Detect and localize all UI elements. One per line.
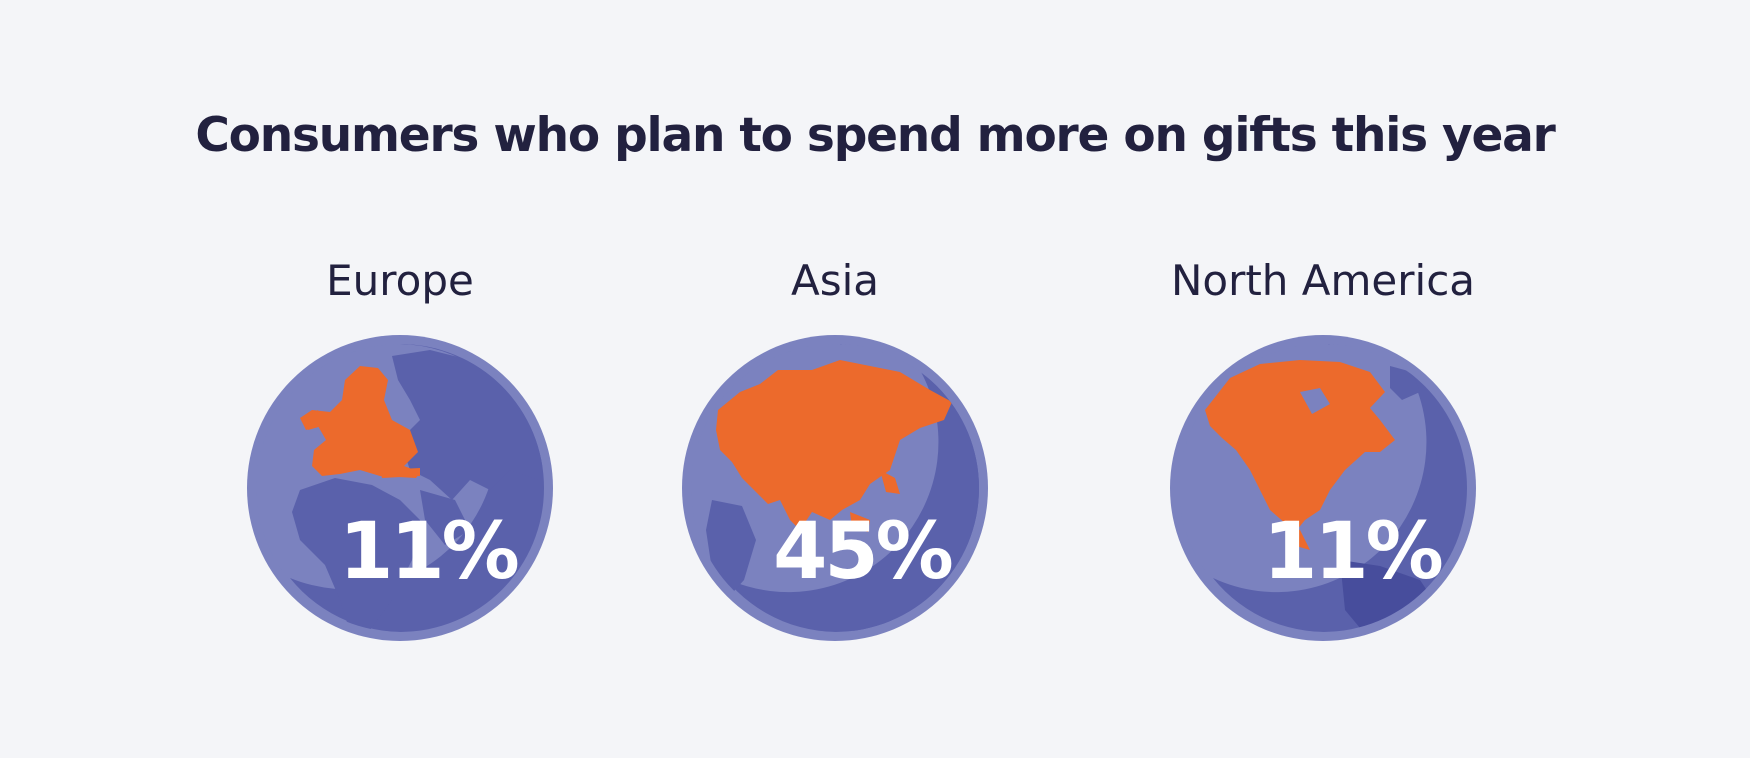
globe-europe: 11% bbox=[247, 335, 553, 641]
highlight-north-america bbox=[1205, 360, 1395, 536]
region-label-asia: Asia bbox=[790, 256, 880, 305]
globe-asia: 45% bbox=[682, 335, 988, 641]
highlight-asia bbox=[716, 360, 952, 530]
region-label-north-america: North America bbox=[1170, 256, 1476, 305]
region-label-europe: Europe bbox=[326, 256, 474, 305]
value-label-north-america: 11% bbox=[1263, 507, 1442, 597]
highlight-europe bbox=[300, 366, 420, 478]
globe-north-america: 11% bbox=[1170, 335, 1476, 641]
value-label-europe: 11% bbox=[339, 507, 518, 597]
value-label-asia: 45% bbox=[773, 507, 952, 597]
chart-title: Consumers who plan to spend more on gift… bbox=[195, 108, 1556, 163]
